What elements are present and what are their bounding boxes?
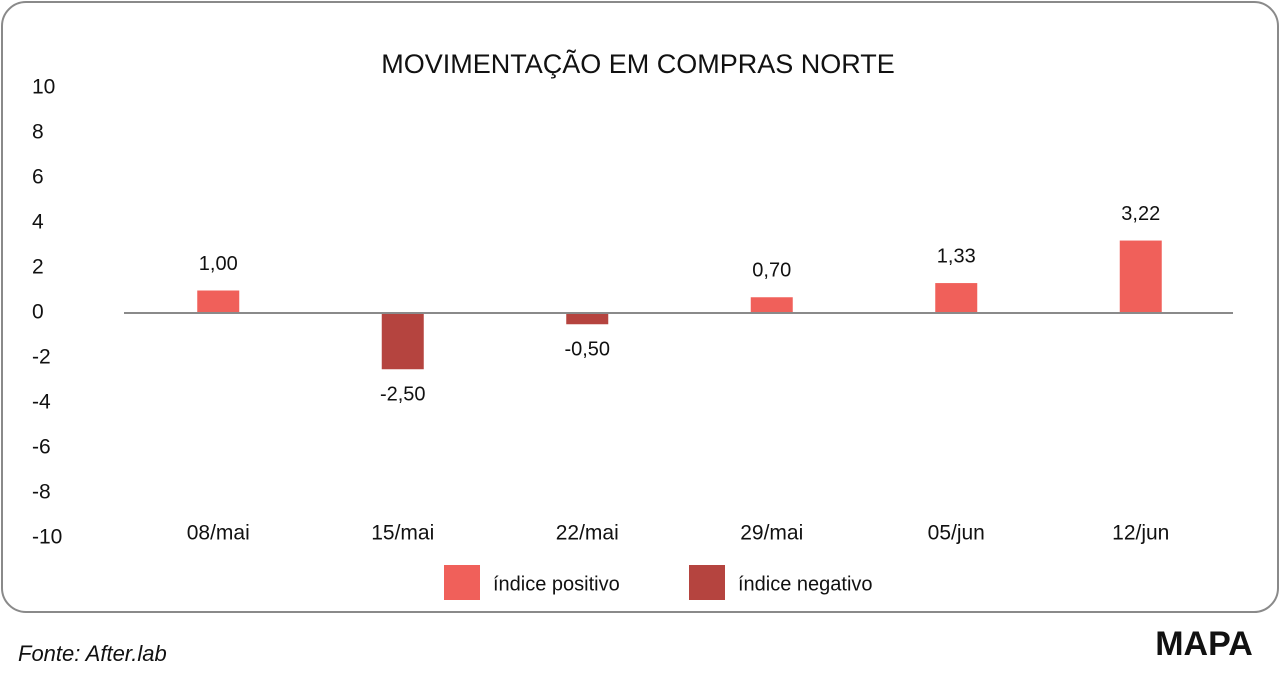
y-tick-label: 2 xyxy=(32,256,44,279)
y-tick-label: -10 xyxy=(32,526,62,549)
bar xyxy=(935,283,978,313)
legend-label: índice positivo xyxy=(493,573,620,595)
value-label: 3,22 xyxy=(1121,203,1160,225)
y-tick-label: 10 xyxy=(32,76,55,99)
chart-title: MOVIMENTAÇÃO EM COMPRAS NORTE xyxy=(381,48,895,79)
x-tick-label: 15/mai xyxy=(371,522,434,545)
y-tick-label: -2 xyxy=(32,346,51,369)
legend-swatch xyxy=(689,565,725,600)
y-tick-label: -8 xyxy=(32,481,51,504)
x-tick-label: 12/jun xyxy=(1112,522,1169,545)
legend-swatch xyxy=(444,565,480,600)
value-label: -0,50 xyxy=(564,339,610,361)
y-tick-label: 6 xyxy=(32,166,44,189)
bar xyxy=(381,313,424,370)
y-tick-label: 8 xyxy=(32,121,44,144)
x-tick-label: 05/jun xyxy=(928,522,985,545)
x-tick-label: 08/mai xyxy=(187,522,250,545)
source-note: Fonte: After.lab xyxy=(18,641,167,666)
bar xyxy=(566,313,609,325)
x-tick-label: 22/mai xyxy=(556,522,619,545)
value-label: 1,00 xyxy=(199,253,238,275)
value-label: -2,50 xyxy=(380,384,426,406)
value-label: 1,33 xyxy=(937,245,976,267)
value-label: 0,70 xyxy=(752,260,791,282)
bar xyxy=(750,297,793,313)
y-tick-label: 0 xyxy=(32,301,44,324)
logo: MAPA xyxy=(1155,625,1253,663)
x-tick-label: 29/mai xyxy=(740,522,803,545)
y-tick-label: -6 xyxy=(32,436,51,459)
bar xyxy=(1119,240,1162,313)
legend-label: índice negativo xyxy=(738,573,873,595)
y-tick-label: 4 xyxy=(32,211,44,234)
chart-frame xyxy=(1,1,1279,613)
y-tick-label: -4 xyxy=(32,391,51,414)
bar xyxy=(197,290,240,313)
